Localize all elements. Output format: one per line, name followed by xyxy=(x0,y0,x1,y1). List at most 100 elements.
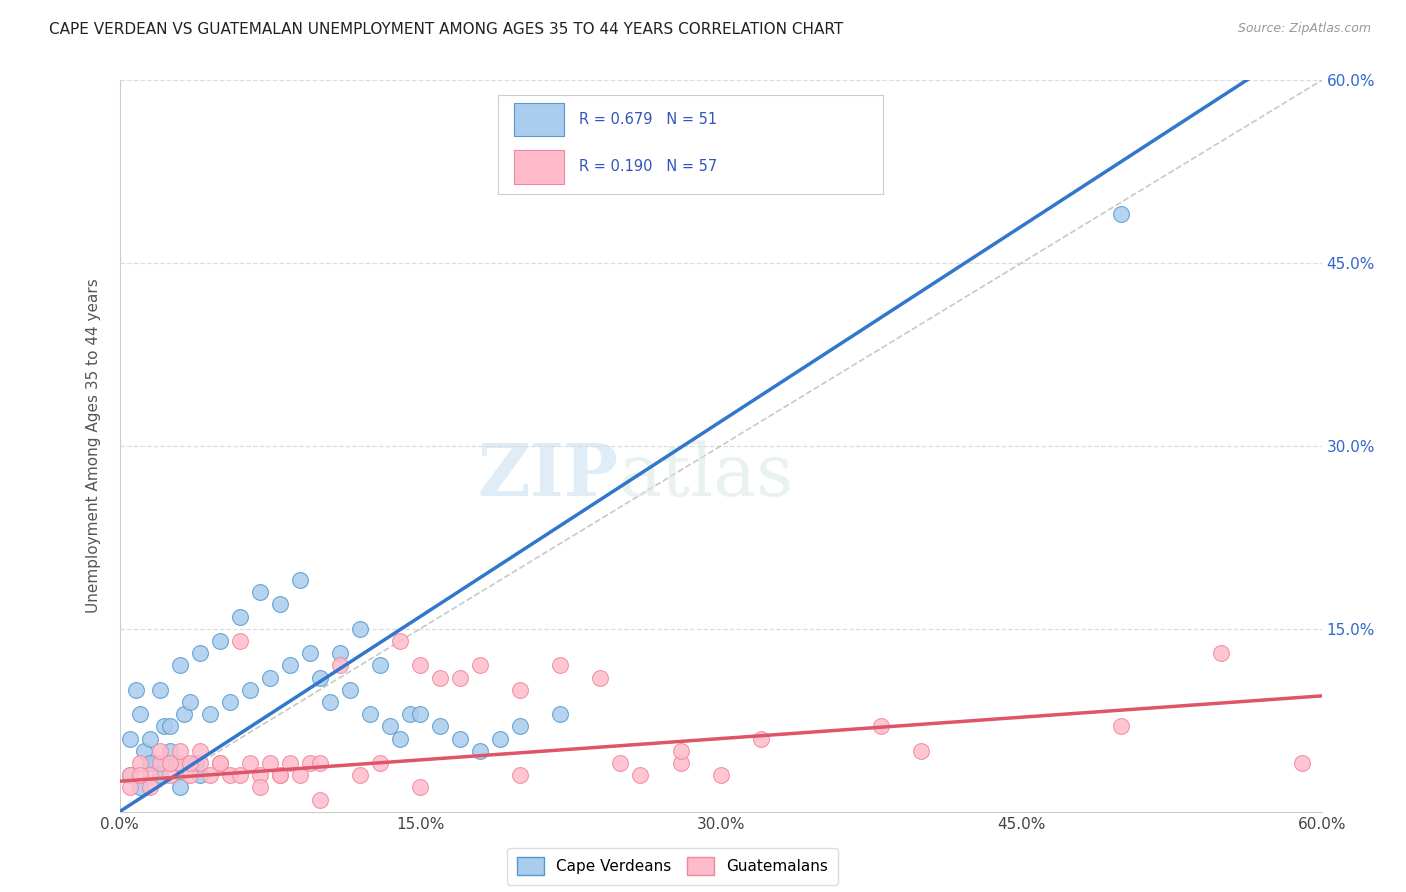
Point xyxy=(188,744,211,758)
Point xyxy=(128,780,150,795)
Point xyxy=(179,756,201,770)
Point xyxy=(378,719,401,733)
Point xyxy=(124,682,146,697)
Point xyxy=(169,744,191,758)
Point xyxy=(132,744,155,758)
Point xyxy=(1111,719,1133,733)
Legend: Cape Verdeans, Guatemalans: Cape Verdeans, Guatemalans xyxy=(508,847,838,885)
Point xyxy=(173,707,195,722)
Point xyxy=(152,719,174,733)
Text: Source: ZipAtlas.com: Source: ZipAtlas.com xyxy=(1237,22,1371,36)
Point xyxy=(208,756,231,770)
Point xyxy=(409,658,432,673)
Point xyxy=(138,780,160,795)
Point xyxy=(118,780,141,795)
Point xyxy=(429,719,451,733)
Point xyxy=(228,768,252,782)
Point xyxy=(449,731,471,746)
Point xyxy=(709,768,731,782)
Point xyxy=(309,671,332,685)
Point xyxy=(468,658,492,673)
Point xyxy=(749,731,772,746)
Point xyxy=(269,768,291,782)
Point xyxy=(298,756,321,770)
Point xyxy=(118,731,141,746)
Point xyxy=(218,695,240,709)
Point xyxy=(169,658,191,673)
Point xyxy=(269,768,291,782)
Point xyxy=(910,744,932,758)
Point xyxy=(409,780,432,795)
Point xyxy=(449,671,471,685)
Point xyxy=(159,744,181,758)
Point xyxy=(159,719,181,733)
Point xyxy=(228,609,252,624)
Point xyxy=(349,622,371,636)
Point xyxy=(869,719,893,733)
Point xyxy=(259,756,281,770)
Point xyxy=(309,756,332,770)
Point xyxy=(118,768,141,782)
Point xyxy=(339,682,361,697)
Point xyxy=(509,719,531,733)
Point xyxy=(489,731,512,746)
Point xyxy=(138,731,160,746)
Text: atlas: atlas xyxy=(619,440,794,510)
Point xyxy=(149,682,172,697)
Point xyxy=(288,573,311,587)
Point xyxy=(169,780,191,795)
Point xyxy=(409,707,432,722)
Point xyxy=(278,756,301,770)
Point xyxy=(184,756,207,770)
Point xyxy=(138,756,160,770)
Point xyxy=(128,707,150,722)
Text: CAPE VERDEAN VS GUATEMALAN UNEMPLOYMENT AMONG AGES 35 TO 44 YEARS CORRELATION CH: CAPE VERDEAN VS GUATEMALAN UNEMPLOYMENT … xyxy=(49,22,844,37)
Point xyxy=(1291,756,1313,770)
Point xyxy=(239,682,262,697)
Point xyxy=(278,658,301,673)
Point xyxy=(208,634,231,648)
Point xyxy=(249,585,271,599)
Point xyxy=(589,671,612,685)
Point xyxy=(218,768,240,782)
Point xyxy=(198,768,221,782)
Point xyxy=(319,695,342,709)
Point xyxy=(359,707,381,722)
Point xyxy=(208,756,231,770)
Point xyxy=(429,671,451,685)
Point xyxy=(259,671,281,685)
Point xyxy=(128,768,150,782)
Point xyxy=(239,756,262,770)
Point xyxy=(468,744,492,758)
Point xyxy=(249,780,271,795)
Point xyxy=(550,707,572,722)
Y-axis label: Unemployment Among Ages 35 to 44 years: Unemployment Among Ages 35 to 44 years xyxy=(86,278,101,614)
Text: ZIP: ZIP xyxy=(478,440,619,511)
Point xyxy=(1211,646,1233,660)
Point xyxy=(138,768,160,782)
Point xyxy=(669,756,692,770)
Point xyxy=(249,768,271,782)
Point xyxy=(179,768,201,782)
Point xyxy=(368,756,391,770)
Point xyxy=(179,695,201,709)
Point xyxy=(198,707,221,722)
Point xyxy=(188,756,211,770)
Point xyxy=(388,634,412,648)
Point xyxy=(298,646,321,660)
Point xyxy=(128,756,150,770)
Point xyxy=(1111,207,1133,221)
Point xyxy=(309,792,332,806)
Point xyxy=(149,768,172,782)
Point xyxy=(550,658,572,673)
Point xyxy=(669,744,692,758)
Point xyxy=(368,658,391,673)
Point xyxy=(228,634,252,648)
Point xyxy=(188,768,211,782)
Point xyxy=(329,646,352,660)
Point xyxy=(118,768,141,782)
Point xyxy=(399,707,422,722)
Point xyxy=(509,768,531,782)
Point xyxy=(288,768,311,782)
Point xyxy=(169,756,191,770)
